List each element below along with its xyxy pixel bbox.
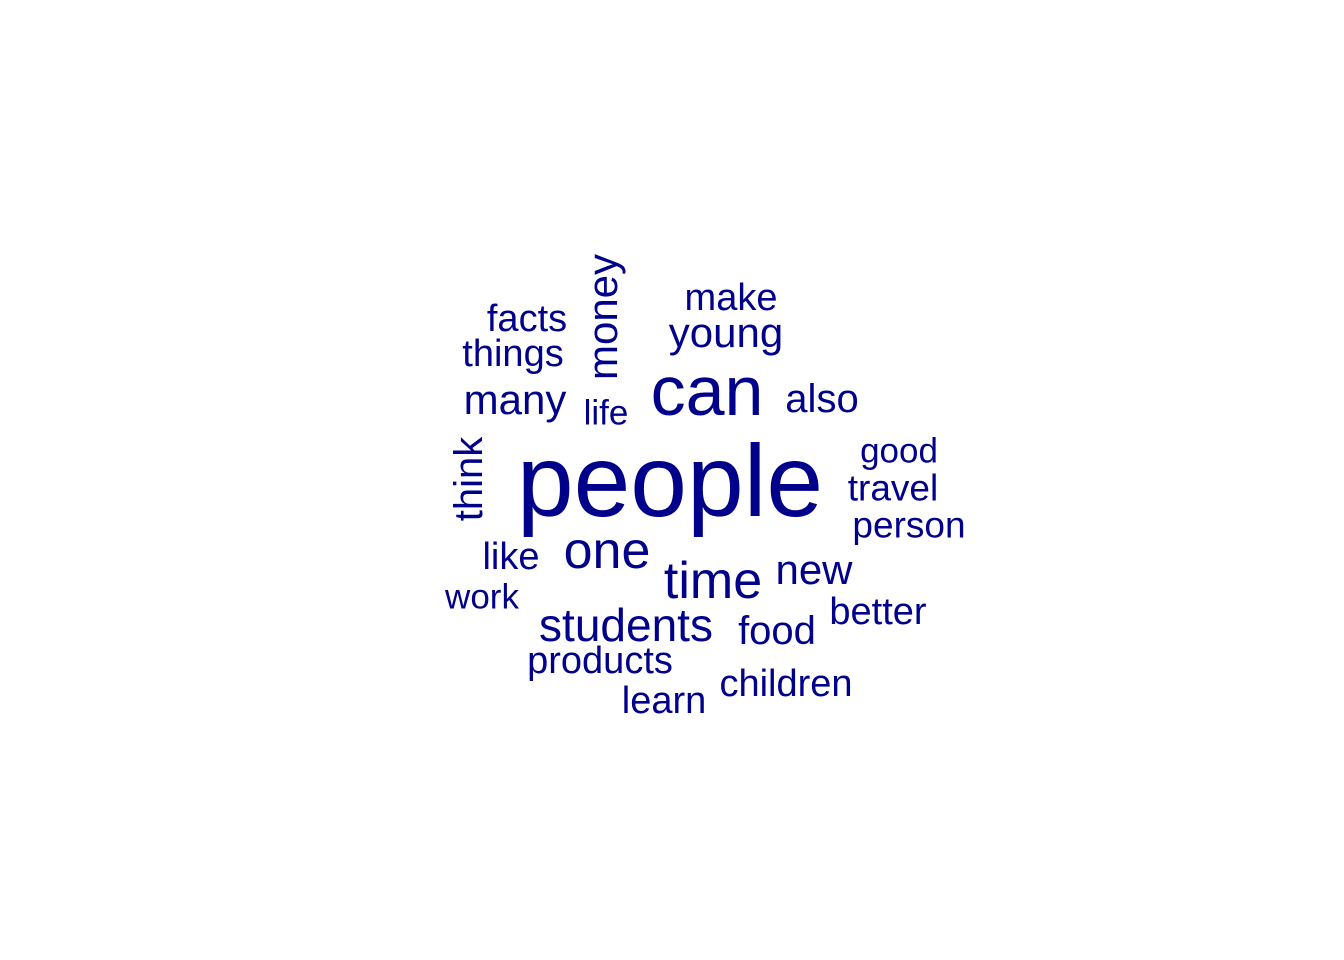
word-work: work (445, 577, 519, 617)
word-think: think (447, 436, 491, 522)
word-one: one (563, 522, 651, 580)
word-also: also (785, 377, 859, 421)
word-person: person (852, 504, 966, 546)
word-things: things (462, 333, 564, 375)
word-time: time (663, 552, 763, 610)
word-travel: travel (847, 467, 939, 509)
word-can: can (650, 352, 764, 430)
word-many: many (463, 376, 567, 423)
word-facts: facts (486, 298, 568, 340)
word-children: children (719, 663, 853, 705)
word-better: better (829, 591, 927, 633)
word-young: young (668, 309, 784, 356)
word-life: life (583, 393, 629, 433)
word-people: people (516, 424, 824, 538)
word-make: make (684, 277, 778, 319)
word-new: new (775, 546, 853, 593)
word-good: good (860, 431, 938, 471)
word-food: food (738, 609, 816, 653)
word-products: products (527, 640, 673, 682)
word-learn: learn (621, 680, 707, 722)
word-money: money (579, 253, 626, 381)
word-like: like (482, 536, 540, 578)
word-students: students (539, 599, 713, 651)
